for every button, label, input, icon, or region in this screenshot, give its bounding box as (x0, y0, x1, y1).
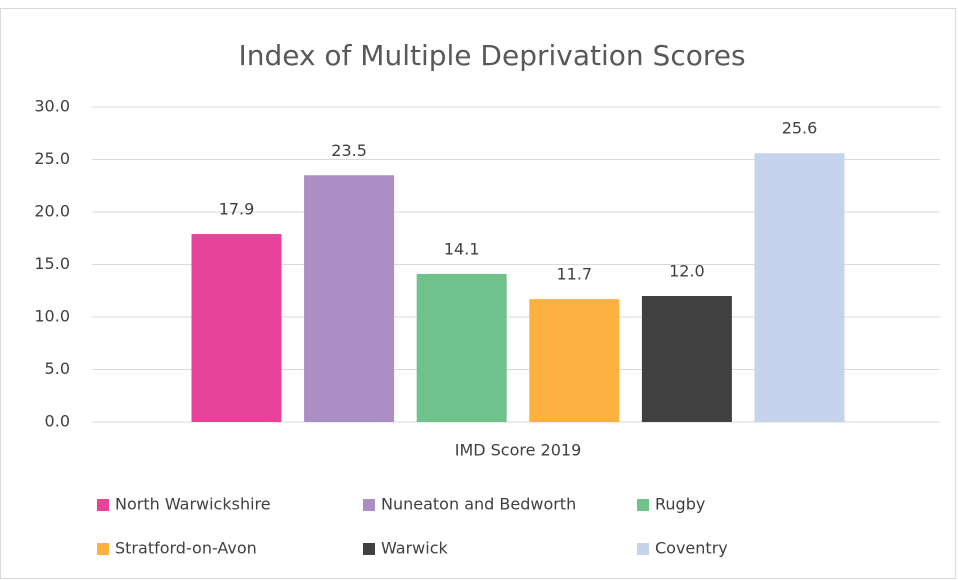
legend-label: Rugby (655, 495, 705, 514)
data-label: 11.7 (556, 265, 592, 284)
y-tick-label: 0.0 (45, 412, 70, 431)
y-tick-label: 15.0 (34, 254, 70, 273)
bar (304, 175, 395, 422)
legend-swatch (637, 499, 649, 511)
bar (529, 299, 620, 422)
legend-label: Warwick (381, 539, 449, 558)
legend-swatch (97, 543, 109, 555)
legend-swatch (97, 499, 109, 511)
legend-label: North Warwickshire (115, 495, 271, 514)
legend-swatch (363, 543, 375, 555)
y-tick-label: 30.0 (34, 97, 70, 116)
y-tick-label: 25.0 (34, 149, 70, 168)
data-label: 12.0 (669, 262, 705, 281)
bar (754, 153, 845, 422)
y-tick-label: 10.0 (34, 307, 70, 326)
y-tick-label: 5.0 (45, 359, 70, 378)
data-label: 25.6 (782, 119, 818, 138)
y-tick-label: 20.0 (34, 202, 70, 221)
legend-label: Nuneaton and Bedworth (381, 495, 576, 514)
legend-label: Coventry (655, 539, 728, 558)
data-label: 23.5 (331, 141, 367, 160)
bar (641, 296, 732, 422)
chart-title: Index of Multiple Deprivation Scores (238, 39, 745, 72)
legend-swatch (637, 543, 649, 555)
bar (416, 273, 507, 422)
data-label: 17.9 (219, 200, 255, 219)
data-label: 14.1 (444, 239, 480, 258)
bar (191, 234, 282, 422)
x-tick-label: IMD Score 2019 (455, 441, 582, 460)
legend-label: Stratford-on-Avon (115, 539, 257, 558)
legend-swatch (363, 499, 375, 511)
